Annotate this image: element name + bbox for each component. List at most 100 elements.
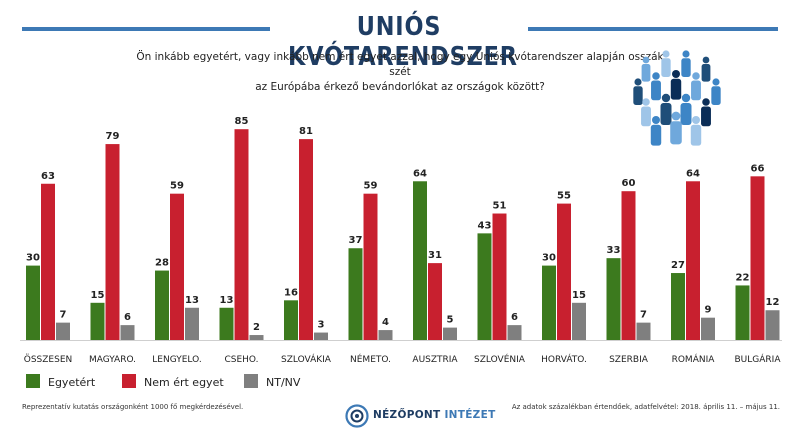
data-label-egyetert-romania: 27 xyxy=(671,260,685,271)
data-label-nem-ert-egyet-lengyelo: 59 xyxy=(170,181,184,192)
bar-nem-ert-egyet-szlovakia xyxy=(299,139,313,340)
crowd-person-9 xyxy=(711,78,721,105)
category-label-magyaro: MAGYARO. xyxy=(89,355,136,365)
bar-group-ausztria: 64 31 5 AUSZTRIA xyxy=(412,168,458,365)
data-label-egyetert-ausztria: 64 xyxy=(413,168,427,179)
bar-nt-nv-osszesen xyxy=(56,322,70,340)
category-label-szlovakia: SZLOVÁKIA xyxy=(281,353,332,365)
crowd-person-5 xyxy=(633,78,643,105)
data-label-nem-ert-egyet-cseho: 85 xyxy=(235,116,249,127)
category-label-osszesen: ÖSSZESEN xyxy=(24,354,73,365)
category-label-szlovenia: SZLOVÉNIA xyxy=(474,353,526,365)
bar-egyetert-lengyelo xyxy=(155,270,169,340)
data-label-egyetert-osszesen: 30 xyxy=(26,253,40,264)
data-label-nem-ert-egyet-horvato: 55 xyxy=(557,191,571,202)
bar-group-szerbia: 33 60 7 SZERBIA xyxy=(606,178,651,365)
bar-nem-ert-egyet-bulgaria xyxy=(750,176,765,340)
data-label-nem-ert-egyet-szlovenia: 51 xyxy=(493,201,507,212)
data-label-nem-ert-egyet-ausztria: 31 xyxy=(428,250,442,261)
crowd-person-1 xyxy=(641,56,651,82)
bar-group-bulgaria: 22 66 12 BULGÁRIA xyxy=(735,163,782,365)
data-label-egyetert-nemeto: 37 xyxy=(349,235,363,246)
bar-nt-nv-magyaro xyxy=(120,325,135,340)
bar-egyetert-szerbia xyxy=(606,258,621,340)
bar-group-horvato: 30 55 15 HORVÁTO. xyxy=(541,191,587,365)
legend-item-nem-ert-egyet: Nem ért egyet xyxy=(122,374,224,389)
bar-group-lengyelo: 28 59 13 LENGYELO. xyxy=(152,181,201,365)
crowd-person-3 xyxy=(681,50,691,77)
data-label-egyetert-szlovenia: 43 xyxy=(478,220,492,231)
category-label-horvato: HORVÁTO. xyxy=(541,353,587,365)
bar-nt-nv-nemeto xyxy=(378,330,393,340)
crowd-person-16 xyxy=(690,116,702,146)
data-label-nem-ert-egyet-osszesen: 63 xyxy=(41,171,55,182)
bar-group-romania: 27 64 9 ROMÁNIA xyxy=(671,168,715,365)
bar-group-cseho: 13 85 2 CSEHO. xyxy=(219,116,264,365)
crowd-person-12 xyxy=(680,93,692,125)
bar-egyetert-magyaro xyxy=(90,302,105,340)
category-label-romania: ROMÁNIA xyxy=(672,353,716,365)
bar-nem-ert-egyet-horvato xyxy=(557,203,571,340)
data-label-nem-ert-egyet-bulgaria: 66 xyxy=(751,163,765,174)
bar-nem-ert-egyet-lengyelo xyxy=(170,193,184,340)
category-label-szerbia: SZERBIA xyxy=(609,355,649,365)
bar-nem-ert-egyet-osszesen xyxy=(41,183,55,340)
bar-nt-nv-horvato xyxy=(572,302,586,340)
data-label-egyetert-szerbia: 33 xyxy=(607,245,621,256)
bar-nt-nv-szerbia xyxy=(636,322,651,340)
data-label-nt-nv-horvato: 15 xyxy=(572,290,586,301)
title-rule-right xyxy=(528,27,778,31)
survey-question-line-1: Ön inkább egyetért, vagy inkább nem ért … xyxy=(136,51,664,78)
data-label-nt-nv-szerbia: 7 xyxy=(640,310,647,321)
data-label-nt-nv-szlovakia: 3 xyxy=(318,320,325,331)
bar-egyetert-szlovenia xyxy=(477,233,492,340)
bar-nem-ert-egyet-magyaro xyxy=(105,144,120,340)
data-label-nt-nv-osszesen: 7 xyxy=(60,310,67,321)
crowd-person-8 xyxy=(691,72,701,101)
crowd-person-7 xyxy=(670,70,682,100)
data-label-egyetert-lengyelo: 28 xyxy=(155,258,169,269)
data-label-nt-nv-romania: 9 xyxy=(705,305,712,316)
category-label-nemeto: NÉMETO. xyxy=(350,353,391,365)
bar-egyetert-osszesen xyxy=(26,265,40,340)
bar-nt-nv-szlovenia xyxy=(507,325,522,340)
legend-swatch-nem-ert-egyet xyxy=(122,374,136,388)
data-label-nem-ert-egyet-szlovakia: 81 xyxy=(299,126,313,137)
chart-title: UNIÓS KVÓTARENDSZER xyxy=(288,12,518,72)
bar-egyetert-cseho xyxy=(219,307,234,340)
legend-swatch-egyetert xyxy=(26,374,40,388)
bar-nem-ert-egyet-szlovenia xyxy=(492,213,507,340)
bar-egyetert-szlovakia xyxy=(284,300,298,340)
data-label-nt-nv-lengyelo: 13 xyxy=(185,295,199,306)
data-label-nt-nv-magyaro: 6 xyxy=(124,312,131,323)
bar-group-osszesen: 30 63 7 ÖSSZESEN xyxy=(24,171,73,365)
title-bar: UNIÓS KVÓTARENDSZER xyxy=(0,8,800,72)
data-label-egyetert-magyaro: 15 xyxy=(91,290,105,301)
crowd-person-11 xyxy=(660,93,672,125)
brand-name-part-2: INTÉZET xyxy=(444,409,496,421)
bar-nem-ert-egyet-cseho xyxy=(234,129,249,340)
bar-group-magyaro: 15 79 6 MAGYARO. xyxy=(89,131,136,365)
data-label-nt-nv-cseho: 2 xyxy=(253,322,260,333)
data-label-nem-ert-egyet-szerbia: 60 xyxy=(622,178,636,189)
bar-nem-ert-egyet-ausztria xyxy=(428,263,442,340)
bar-egyetert-horvato xyxy=(542,265,556,340)
bar-egyetert-romania xyxy=(671,273,685,340)
bar-nem-ert-egyet-romania xyxy=(686,181,700,340)
footer-data-note: Az adatok százalékban értendőek, adatfel… xyxy=(511,403,780,411)
bar-nt-nv-cseho xyxy=(249,335,264,340)
crowd-person-13 xyxy=(701,98,711,127)
crowd-of-people-icon xyxy=(633,50,721,146)
category-label-bulgaria: BULGÁRIA xyxy=(735,353,782,365)
brand-name: NÉZŐPONT INTÉZET xyxy=(373,409,496,421)
bar-egyetert-bulgaria xyxy=(735,285,750,340)
data-label-nem-ert-egyet-romania: 64 xyxy=(686,168,700,179)
crowd-person-15 xyxy=(650,116,662,146)
bar-egyetert-ausztria xyxy=(413,181,427,340)
nezopont-logo-icon xyxy=(345,404,369,428)
bar-nt-nv-romania xyxy=(701,317,715,340)
crowd-person-6 xyxy=(651,72,661,101)
bar-nt-nv-ausztria xyxy=(443,327,457,340)
brand-name-part-1: NÉZŐPONT xyxy=(373,409,441,421)
